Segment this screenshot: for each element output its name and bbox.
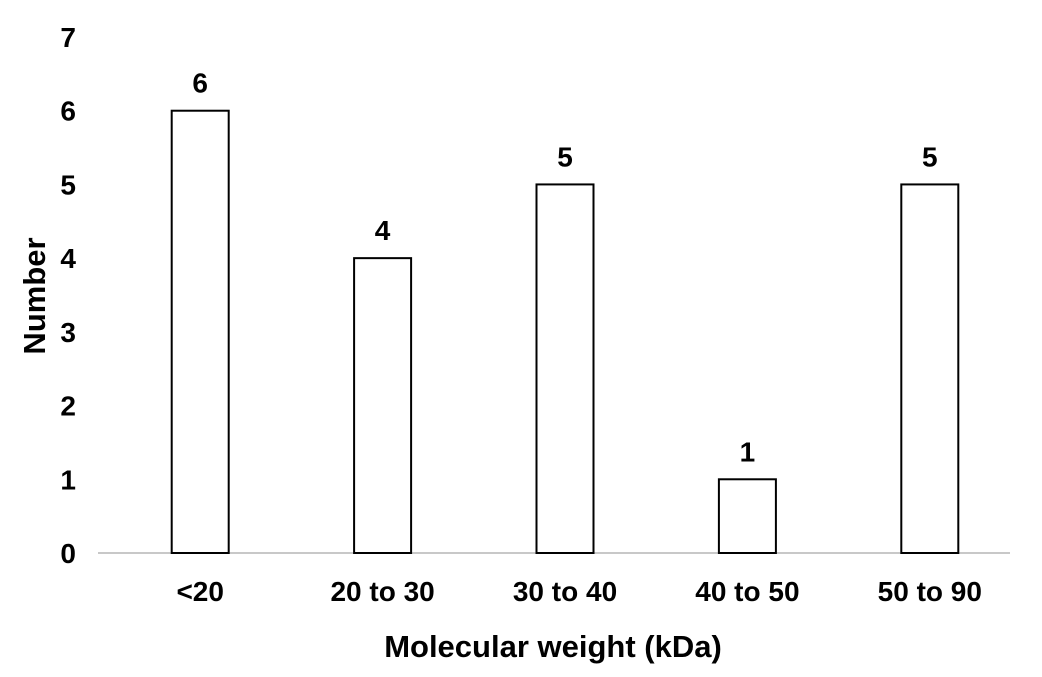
y-tick-label: 4 [60, 243, 76, 274]
bar-value-label: 5 [922, 141, 938, 172]
x-axis-ticks: <20 20 to 30 30 to 40 40 to 50 50 to 90 [176, 576, 981, 607]
bar [717, 478, 777, 554]
y-axis-ticks: 0 1 2 3 4 5 6 7 [60, 22, 76, 569]
bar-value-label: 4 [375, 215, 391, 246]
x-category-label: 50 to 90 [878, 576, 982, 607]
bar [900, 183, 960, 555]
y-tick-label: 5 [60, 169, 76, 200]
bar [170, 109, 230, 554]
bar-value-label: 1 [740, 436, 756, 467]
x-category-label: 20 to 30 [330, 576, 434, 607]
x-category-label: <20 [176, 576, 224, 607]
x-category-label: 30 to 40 [513, 576, 617, 607]
bar [535, 183, 595, 555]
x-category-label: 40 to 50 [695, 576, 799, 607]
data-labels-group: 6 4 5 1 5 [192, 68, 937, 468]
bar-value-label: 6 [192, 68, 208, 99]
y-tick-label: 6 [60, 96, 76, 127]
y-tick-label: 3 [60, 317, 76, 348]
bar-value-label: 5 [557, 141, 573, 172]
y-tick-label: 1 [60, 464, 76, 495]
y-tick-label: 7 [60, 22, 76, 53]
bars-group [170, 109, 960, 555]
bar [353, 257, 413, 554]
y-tick-label: 0 [60, 538, 76, 569]
y-tick-label: 2 [60, 391, 76, 422]
x-axis-title: Molecular weight (kDa) [384, 629, 722, 664]
y-axis-title: Number [17, 237, 52, 354]
